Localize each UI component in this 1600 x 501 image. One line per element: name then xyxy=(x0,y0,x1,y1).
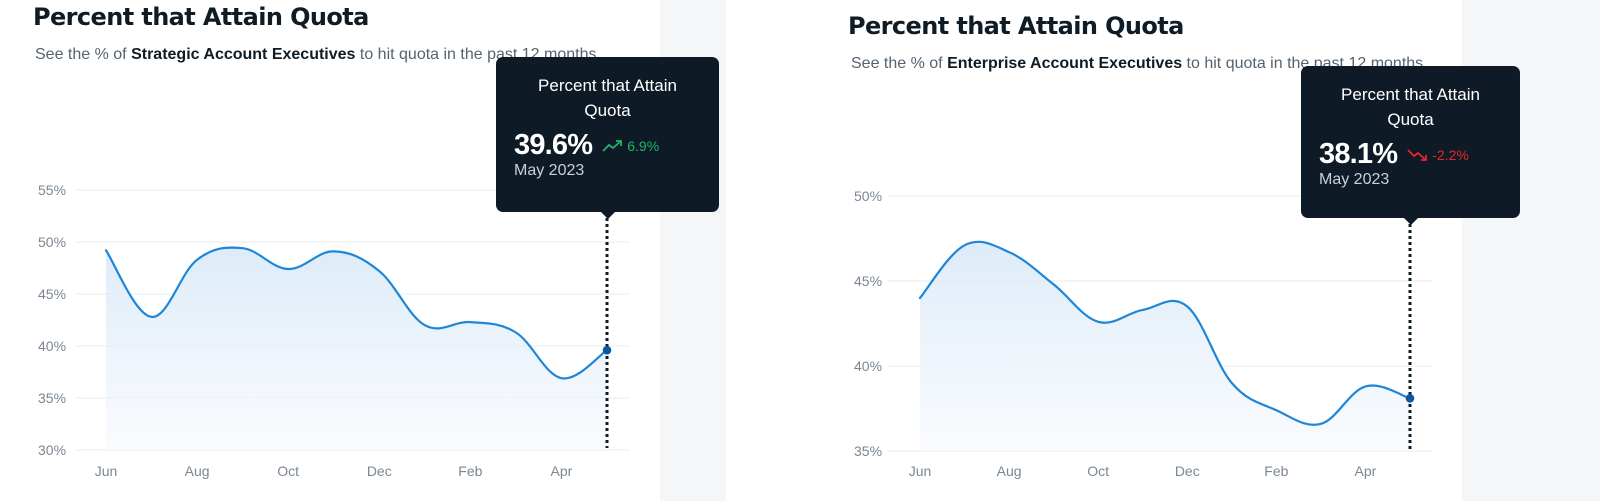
x-tick-label: Apr xyxy=(551,463,573,479)
x-tick-label: Jun xyxy=(95,463,118,479)
x-tick-label: Aug xyxy=(997,463,1022,479)
y-tick-label: 50% xyxy=(854,188,882,204)
data-point[interactable] xyxy=(237,242,249,254)
subtitle-role: Strategic Account Executives xyxy=(131,46,356,63)
y-tick-label: 45% xyxy=(38,286,66,302)
tooltip-title: Percent that Attain Quota xyxy=(538,76,677,120)
x-tick-label: Oct xyxy=(1087,463,1109,479)
data-point[interactable] xyxy=(959,239,971,251)
card-title: Percent that Attain Quota xyxy=(33,3,369,31)
tooltip-date: May 2023 xyxy=(1319,171,1390,188)
chart-card-strategic: Percent that Attain Quota See the % of S… xyxy=(0,0,719,501)
chart-tooltip: Percent that Attain Quota 39.6% 6.9% May… xyxy=(496,57,719,219)
chart-card-enterprise: Percent that Attain Quota See the % of E… xyxy=(726,0,1520,501)
chart-tooltip: Percent that Attain Quota 38.1% -2.2% Ma… xyxy=(1301,66,1520,225)
data-point[interactable] xyxy=(1226,377,1238,389)
series-area xyxy=(920,241,1410,451)
data-point[interactable] xyxy=(510,326,522,338)
x-tick-label: Apr xyxy=(1355,463,1377,479)
x-tick-label: Jun xyxy=(909,463,932,479)
x-tick-label: Feb xyxy=(458,463,482,479)
data-point[interactable] xyxy=(1137,304,1149,316)
y-tick-label: 40% xyxy=(38,338,66,354)
data-point[interactable] xyxy=(282,263,294,275)
tooltip-value: 39.6% xyxy=(514,129,593,161)
data-point[interactable] xyxy=(555,372,567,384)
x-tick-label: Feb xyxy=(1264,463,1288,479)
card-title: Percent that Attain Quota xyxy=(848,12,1184,40)
data-point[interactable] xyxy=(373,265,385,277)
trending-down-icon xyxy=(1407,148,1428,161)
series-line xyxy=(918,240,1412,426)
data-point[interactable] xyxy=(464,316,476,328)
data-point[interactable] xyxy=(1003,246,1015,258)
data-point[interactable] xyxy=(100,244,112,256)
data-point[interactable] xyxy=(1359,380,1371,392)
x-tick-label: Oct xyxy=(277,463,299,479)
subtitle-role: Enterprise Account Executives xyxy=(947,55,1183,72)
y-tick-label: 45% xyxy=(854,273,882,289)
x-tick-label: Aug xyxy=(185,463,210,479)
trending-up-icon xyxy=(602,139,623,152)
data-point[interactable] xyxy=(1181,301,1193,313)
y-tick-label: 30% xyxy=(38,442,66,458)
tooltip-title: Percent that Attain Quota xyxy=(1341,85,1480,129)
x-tick-label: Dec xyxy=(1175,463,1200,479)
series-line xyxy=(104,246,609,380)
highlight-point xyxy=(602,345,612,355)
y-tick-label: 50% xyxy=(38,234,66,250)
data-point[interactable] xyxy=(146,311,158,323)
y-tick-label: 40% xyxy=(854,358,882,374)
data-point[interactable] xyxy=(328,245,340,257)
y-tick-label: 55% xyxy=(38,182,66,198)
data-point[interactable] xyxy=(1092,316,1104,328)
series-area xyxy=(106,247,607,450)
line-chart[interactable]: 30% 35% 40% 45% 50% 55% Jun Aug Oct Dec Feb Apr xyxy=(0,0,660,501)
data-point[interactable] xyxy=(419,319,431,331)
y-tick-label: 35% xyxy=(854,443,882,459)
data-point[interactable] xyxy=(1315,418,1327,430)
data-point[interactable] xyxy=(191,254,203,266)
x-tick-label: Dec xyxy=(367,463,392,479)
tooltip-change: -2.2% xyxy=(1407,147,1469,163)
tooltip-change: 6.9% xyxy=(602,138,659,154)
y-tick-label: 35% xyxy=(38,390,66,406)
data-point[interactable] xyxy=(1270,404,1282,416)
data-point[interactable] xyxy=(914,292,926,304)
data-point[interactable] xyxy=(1048,278,1060,290)
tooltip-value: 38.1% xyxy=(1319,138,1398,170)
highlight-point xyxy=(1405,394,1415,403)
tooltip-date: May 2023 xyxy=(514,162,585,179)
